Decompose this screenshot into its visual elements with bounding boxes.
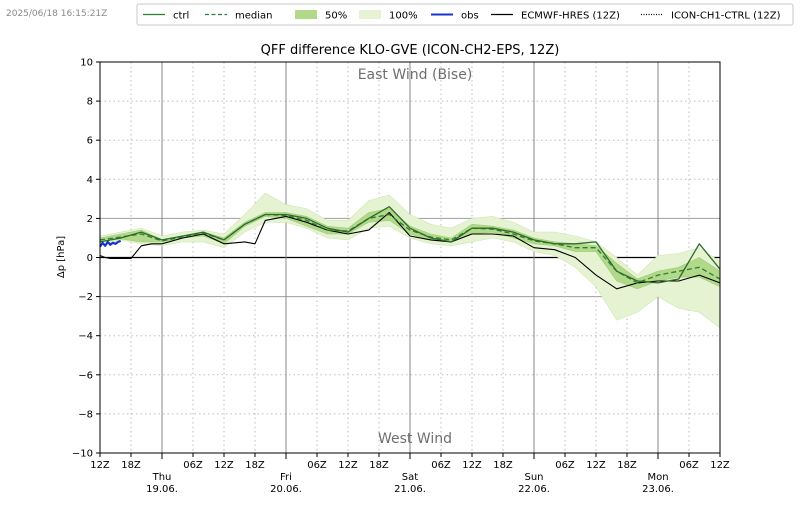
x-tick-label: 18Z <box>369 460 389 471</box>
legend-label: ctrl <box>173 10 189 21</box>
legend-label: ICON-CH1-CTRL (12Z) <box>671 10 781 21</box>
series-lines <box>99 206 721 290</box>
chart-title: QFF difference KLO-GVE (ICON-CH2-EPS, 12… <box>261 43 560 58</box>
y-axis-label: Δp [hPa] <box>56 236 67 278</box>
legend-item-hres: ECMWF-HRES (12Z) <box>491 10 620 21</box>
x-tick-label: 12Z <box>586 460 606 471</box>
x-day-label: Fri <box>280 472 292 483</box>
y-tick-label: 0 <box>87 253 93 264</box>
x-date-label: 23.06. <box>642 484 674 495</box>
x-day-label: Mon <box>647 472 668 483</box>
annotation-west-wind: West Wind <box>378 431 452 447</box>
x-tick-label: 12Z <box>710 460 730 471</box>
y-tick-label: −10 <box>72 449 93 460</box>
x-tick-label: 12Z <box>462 460 482 471</box>
x-tick-label: 18Z <box>617 460 637 471</box>
legend: ctrl median 50% 100% obs ECMWF-HRES (12Z) ICON… <box>136 3 794 26</box>
legend-item-obs: obs <box>431 10 479 21</box>
x-day-label: Thu <box>152 472 172 483</box>
legend-label: obs <box>461 10 479 21</box>
legend-label: 100% <box>389 10 418 21</box>
x-tick-label: 06Z <box>555 460 575 471</box>
legend-item-median: median <box>205 10 273 21</box>
x-tick-label: 06Z <box>431 460 451 471</box>
series-line-obs <box>99 239 122 248</box>
y-tick-label: 6 <box>87 136 93 147</box>
y-tick-label: 10 <box>80 58 93 69</box>
legend-swatch <box>359 10 381 19</box>
x-tick-label: 06Z <box>183 460 203 471</box>
y-tick-label: −2 <box>78 292 93 303</box>
legend-frame <box>136 3 794 26</box>
x-tick-label: 18Z <box>493 460 513 471</box>
series-line-ecmwf-hres <box>99 211 721 290</box>
x-tick-label: 18Z <box>121 460 141 471</box>
y-tick-label: 4 <box>87 175 93 186</box>
x-axis: 12Z 18Z 06Z 12Z 18Z 06Z 12Z 18Z 06Z 12Z 18Z 06Z 12Z 1… <box>90 453 730 495</box>
x-tick-label: 12Z <box>214 460 234 471</box>
x-date-label: 20.06. <box>270 484 302 495</box>
y-tick-label: −6 <box>78 370 93 381</box>
legend-swatch <box>295 10 317 19</box>
x-day-label: Sun <box>524 472 543 483</box>
legend-item-ctrl: ctrl <box>143 10 189 21</box>
x-tick-label: 18Z <box>245 460 265 471</box>
x-date-label: 19.06. <box>146 484 178 495</box>
x-day-label: Sat <box>402 472 418 483</box>
x-tick-label: 12Z <box>90 460 110 471</box>
legend-label: 50% <box>325 10 347 21</box>
legend-item-ch1: ICON-CH1-CTRL (12Z) <box>641 10 781 21</box>
y-tick-label: −4 <box>78 331 93 342</box>
x-tick-label: 06Z <box>679 460 699 471</box>
y-axis: −10 −8 −6 −4 −2 0 2 4 6 8 10 <box>72 58 100 460</box>
legend-item-p50: 50% <box>295 10 347 21</box>
y-tick-label: 8 <box>87 97 93 108</box>
y-tick-label: −8 <box>78 409 93 420</box>
legend-label: median <box>235 10 273 21</box>
x-date-label: 21.06. <box>394 484 426 495</box>
x-tick-label: 12Z <box>338 460 358 471</box>
legend-label: ECMWF-HRES (12Z) <box>521 10 620 21</box>
legend-item-p100: 100% <box>359 10 418 21</box>
series-line-ctrl <box>99 206 721 284</box>
x-date-label: 22.06. <box>518 484 550 495</box>
y-tick-label: 2 <box>87 214 93 225</box>
annotation-east-wind: East Wind (Bise) <box>358 67 473 83</box>
timestamp: 2025/06/18 16:15:21Z <box>6 9 107 19</box>
x-tick-label: 06Z <box>307 460 327 471</box>
